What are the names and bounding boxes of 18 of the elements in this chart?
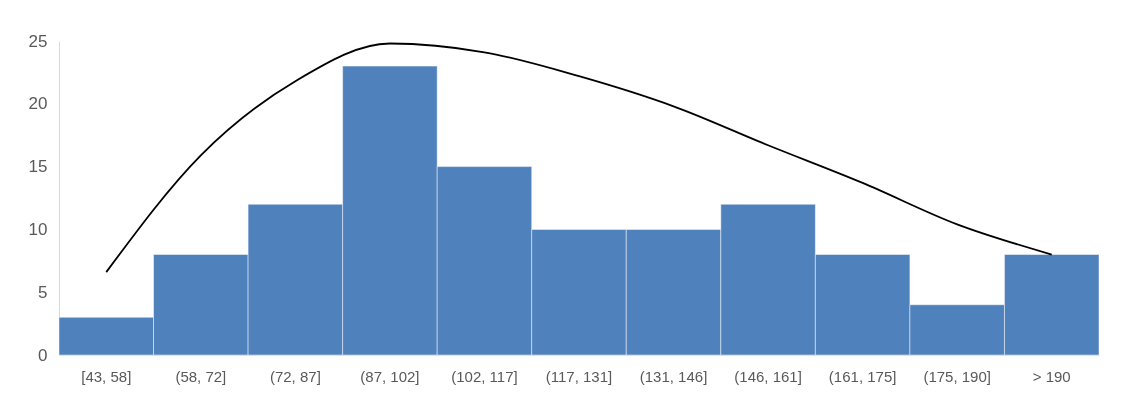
x-tick-label: (175, 190]	[923, 367, 991, 385]
x-tick-label: > 190	[1032, 367, 1071, 385]
x-tick-label: (58, 72]	[175, 367, 227, 385]
y-tick-label: 20	[28, 94, 48, 114]
x-tick-label: (87, 102]	[360, 367, 420, 385]
x-tick-label: (117, 131]	[545, 367, 613, 385]
x-tick-label: (102, 117]	[451, 367, 518, 385]
y-tick-label: 0	[38, 345, 48, 365]
y-tick-label: 15	[28, 157, 48, 177]
x-tick-label: (161, 175]	[828, 367, 897, 385]
y-tick-label: 5	[38, 282, 48, 302]
x-tick-label: (146, 161]	[734, 367, 802, 385]
x-tick-label: (131, 146]	[639, 367, 708, 385]
y-tick-label: 25	[28, 31, 48, 51]
x-tick-label: (72, 87]	[269, 367, 321, 385]
y-tick-label: 10	[28, 219, 48, 239]
line-series	[105, 42, 1053, 273]
x-tick-label: [43, 58]	[81, 367, 132, 385]
